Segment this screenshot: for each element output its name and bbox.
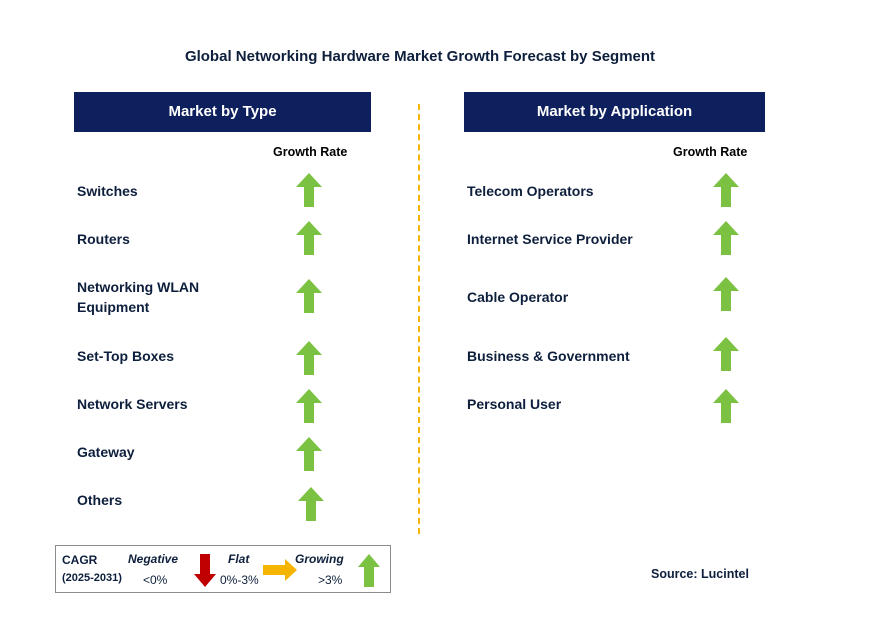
chart-title: Global Networking Hardware Market Growth… bbox=[184, 48, 656, 65]
type-label-gateway: Gateway bbox=[77, 444, 135, 460]
app-label-cable-operator: Cable Operator bbox=[467, 289, 569, 305]
growing-arrow-icon bbox=[713, 277, 739, 311]
app-label-personal-user: Personal User bbox=[467, 396, 562, 412]
panel-divider bbox=[418, 104, 420, 534]
legend-flat-label: Flat bbox=[228, 552, 250, 566]
growing-arrow-icon bbox=[296, 173, 322, 207]
legend-flat-range: 0%-3% bbox=[220, 573, 259, 587]
application-growth-rate-header: Growth Rate bbox=[673, 145, 748, 159]
growing-arrow-icon bbox=[713, 337, 739, 371]
legend-negative-range: <0% bbox=[143, 573, 168, 587]
cagr-legend: CAGR (2025-2031) Negative <0% Flat 0%-3%… bbox=[55, 545, 391, 593]
legend-negative-label: Negative bbox=[128, 552, 179, 566]
growing-arrow-icon bbox=[296, 341, 322, 375]
growing-arrow-icon bbox=[713, 173, 739, 207]
growing-arrow-icon bbox=[296, 437, 322, 471]
legend-cagr-label: CAGR bbox=[62, 553, 98, 567]
growing-arrow-icon bbox=[298, 487, 324, 521]
app-label-isp: Internet Service Provider bbox=[467, 231, 633, 247]
source-note: Source: Lucintel bbox=[651, 567, 749, 581]
growing-arrow-icon bbox=[296, 221, 322, 255]
type-label-network-servers: Network Servers bbox=[77, 396, 188, 412]
app-label-telecom-operators: Telecom Operators bbox=[467, 183, 594, 199]
growing-arrow-icon bbox=[296, 279, 322, 313]
growing-arrow-icon bbox=[358, 554, 380, 587]
growing-arrow-icon bbox=[713, 389, 739, 423]
legend-growing-label: Growing bbox=[295, 552, 344, 566]
type-label-switches: Switches bbox=[77, 183, 138, 199]
legend-period: (2025-2031) bbox=[62, 572, 122, 584]
market-by-application-header: Market by Application bbox=[464, 92, 765, 132]
type-label-networking-wlan: Networking WLAN Equipment bbox=[77, 279, 200, 315]
app-label-business-government: Business & Government bbox=[467, 348, 630, 364]
growing-arrow-icon bbox=[713, 221, 739, 255]
type-label-set-top-boxes: Set-Top Boxes bbox=[77, 348, 174, 364]
flat-arrow-icon bbox=[263, 559, 297, 581]
growing-arrow-icon bbox=[296, 389, 322, 423]
type-label-others: Others bbox=[77, 492, 123, 508]
negative-arrow-icon bbox=[194, 554, 216, 587]
type-label-routers: Routers bbox=[77, 231, 130, 247]
type-growth-rate-header: Growth Rate bbox=[273, 145, 348, 159]
market-by-type-header: Market by Type bbox=[74, 92, 371, 132]
legend-growing-range: >3% bbox=[318, 573, 343, 587]
